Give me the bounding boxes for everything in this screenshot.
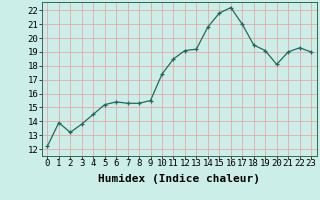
X-axis label: Humidex (Indice chaleur): Humidex (Indice chaleur) (98, 174, 260, 184)
